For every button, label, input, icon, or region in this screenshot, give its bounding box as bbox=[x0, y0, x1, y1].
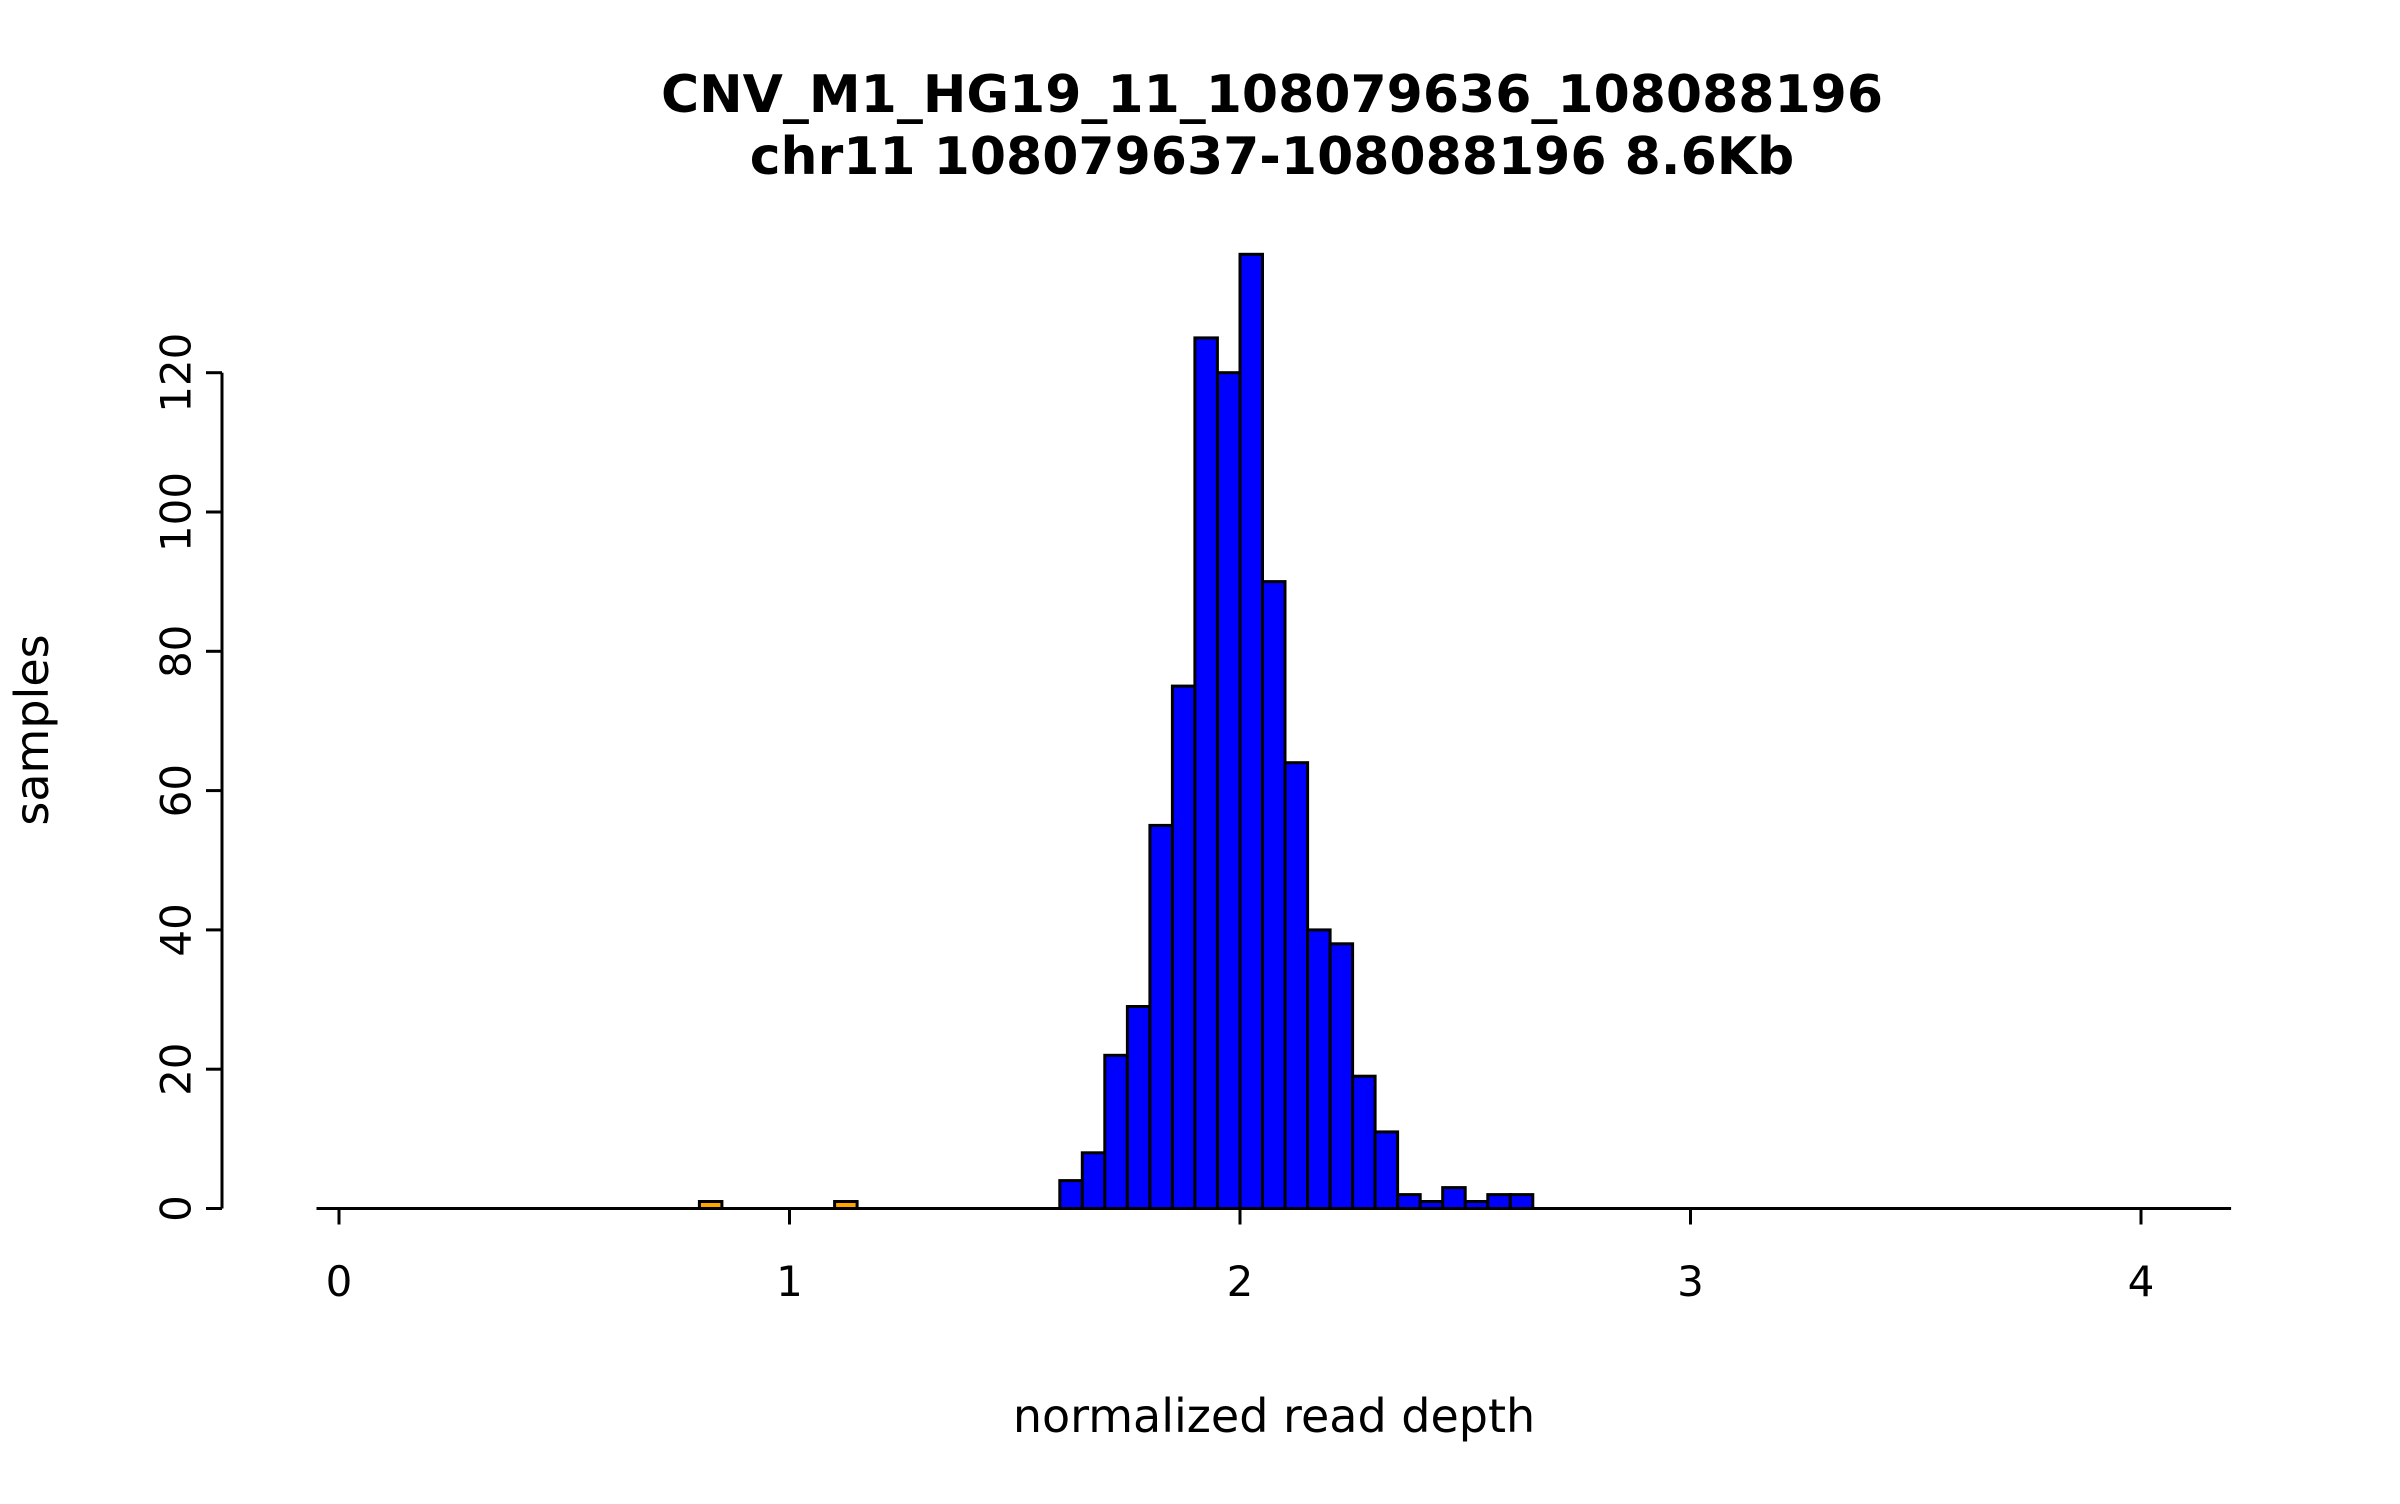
y-tick-label: 120 bbox=[152, 333, 201, 413]
y-tick-label: 80 bbox=[152, 625, 201, 678]
histogram-bar bbox=[1125, 1005, 1152, 1210]
chart-title: CNV_M1_HG19_11_108079636_108088196 bbox=[661, 65, 1883, 125]
histogram-bar bbox=[1441, 1186, 1467, 1210]
y-tick-label: 100 bbox=[152, 472, 201, 552]
y-tick-label: 20 bbox=[152, 1042, 201, 1095]
histogram-bar bbox=[1058, 1179, 1084, 1210]
x-tick-label: 1 bbox=[776, 1257, 803, 1306]
histogram-bar bbox=[1508, 1193, 1535, 1210]
x-tick-label: 0 bbox=[326, 1257, 353, 1306]
y-axis-label: samples bbox=[5, 634, 59, 825]
x-tick-label: 4 bbox=[2128, 1257, 2155, 1306]
x-tick-label: 3 bbox=[1677, 1257, 1704, 1306]
x-axis-label: normalized read depth bbox=[1013, 1389, 1535, 1443]
histogram-bar bbox=[1216, 371, 1242, 1210]
y-tick-label: 0 bbox=[152, 1195, 201, 1222]
histogram-bar bbox=[1103, 1053, 1129, 1211]
histogram-bar bbox=[1261, 580, 1287, 1210]
histogram-bar bbox=[1193, 336, 1219, 1210]
histogram-bar bbox=[1373, 1130, 1400, 1211]
histogram-bar bbox=[1328, 942, 1355, 1210]
bars-group bbox=[697, 252, 1535, 1211]
histogram-bar bbox=[1170, 684, 1197, 1210]
histogram-bar bbox=[1486, 1193, 1512, 1210]
histogram-bar bbox=[1238, 252, 1264, 1211]
histogram-bar bbox=[1351, 1074, 1377, 1210]
histogram-bar bbox=[1283, 761, 1310, 1210]
y-tick-label: 40 bbox=[152, 903, 201, 956]
y-axis: 0 20 40 60 80 100 120 bbox=[152, 333, 224, 1222]
histogram-bar bbox=[1148, 823, 1174, 1211]
x-axis: 0 1 2 3 4 bbox=[316, 1207, 2232, 1306]
histogram-bar bbox=[1080, 1151, 1107, 1211]
y-tick-label: 60 bbox=[152, 764, 201, 817]
histogram-bar bbox=[1396, 1193, 1422, 1210]
histogram-bar bbox=[1306, 928, 1332, 1211]
chart-subtitle: chr11 108079637-108088196 8.6Kb bbox=[750, 127, 1795, 187]
x-tick-label: 2 bbox=[1227, 1257, 1254, 1306]
